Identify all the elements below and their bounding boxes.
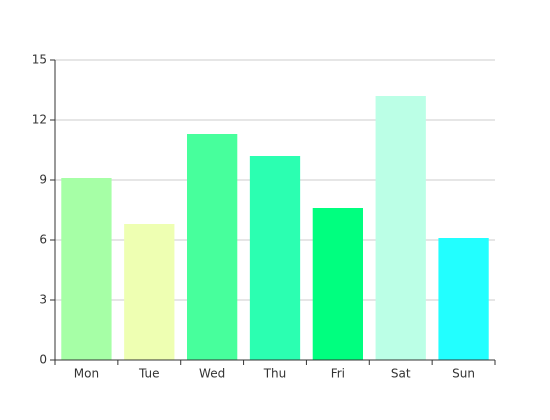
x-tick-label: Tue [138, 367, 160, 381]
bar [249, 156, 301, 360]
x-tick-label: Sun [452, 367, 475, 381]
y-tick-label: 12 [32, 113, 47, 127]
x-tick-label: Sat [391, 367, 411, 381]
bar [187, 134, 238, 360]
bar [438, 238, 489, 360]
bar [61, 178, 112, 360]
y-tick-label: 3 [39, 293, 47, 307]
bar [312, 208, 363, 360]
bar [124, 224, 175, 360]
x-tick-label: Wed [199, 367, 225, 381]
y-tick-label: 9 [39, 173, 47, 187]
y-tick-label: 15 [32, 53, 47, 67]
x-tick-label: Thu [263, 367, 287, 381]
y-tick-label: 0 [39, 353, 47, 367]
x-tick-label: Mon [74, 367, 99, 381]
y-tick-label: 6 [39, 233, 47, 247]
bar [375, 96, 426, 360]
x-tick-label: Fri [331, 367, 345, 381]
